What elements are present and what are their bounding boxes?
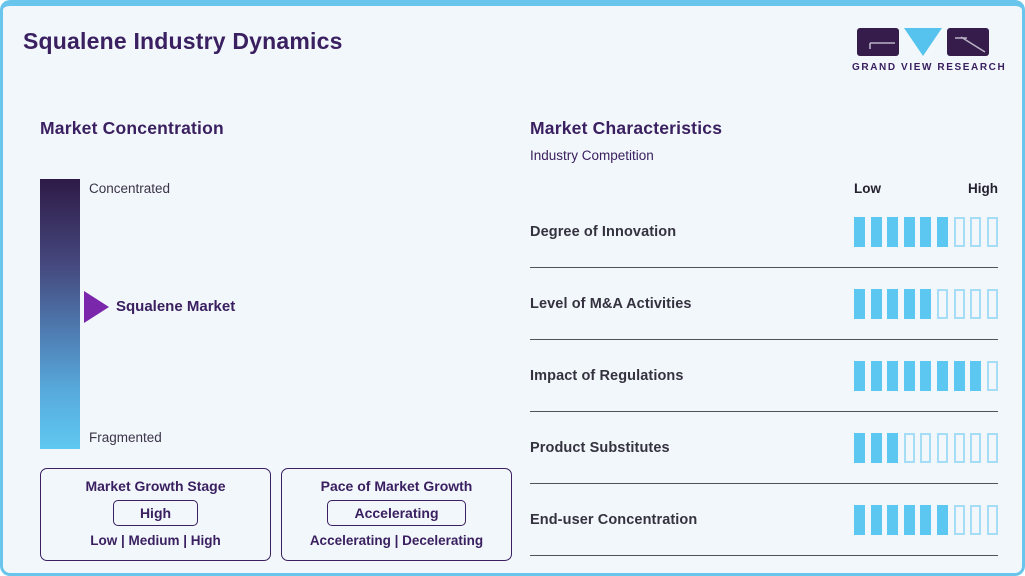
rating-segment [986, 504, 998, 535]
characteristic-row: Impact of Regulations [530, 340, 998, 412]
rating-segment [936, 216, 948, 247]
rating-segment [887, 216, 899, 247]
logo-g-block-icon [857, 28, 899, 56]
rating-segment [854, 216, 865, 247]
industry-competition-subheading: Industry Competition [530, 148, 654, 163]
scale-low-label: Low [854, 181, 881, 196]
rating-segment [986, 432, 998, 463]
rating-bar [854, 504, 998, 535]
growth-pace-value: Accelerating [327, 500, 466, 526]
characteristic-row: Level of M&A Activities [530, 268, 998, 340]
market-concentration-heading: Market Concentration [40, 118, 224, 138]
rating-segment [920, 216, 932, 247]
rating-segment [870, 432, 882, 463]
rating-segment [870, 504, 882, 535]
rating-segment [854, 504, 865, 535]
characteristic-label: Degree of Innovation [530, 223, 677, 240]
rating-scale-header: Low High [854, 181, 998, 196]
rating-segment [854, 288, 865, 319]
rating-segment [887, 360, 899, 391]
logo-v-triangle-icon [904, 28, 942, 56]
growth-pace-title: Pace of Market Growth [320, 478, 473, 494]
rating-segment [903, 360, 915, 391]
characteristic-label: Level of M&A Activities [530, 295, 692, 312]
rating-segment [953, 288, 965, 319]
rating-segment [870, 216, 882, 247]
characteristic-label: End-user Concentration [530, 511, 698, 528]
rating-segment [970, 504, 982, 535]
gvr-logo: GRAND VIEW RESEARCH [852, 28, 1007, 73]
market-position-arrow-icon [84, 291, 109, 323]
characteristic-label: Product Substitutes [530, 439, 670, 456]
rating-segment [936, 504, 948, 535]
rating-segment [986, 288, 998, 319]
scale-high-label: High [968, 181, 998, 196]
growth-pace-options: Accelerating | Decelerating [309, 533, 484, 548]
gvr-logo-mark [852, 28, 994, 58]
rating-segment [936, 288, 948, 319]
rating-segment [887, 288, 899, 319]
rating-segment [920, 504, 932, 535]
rating-segment [970, 360, 982, 391]
rating-segment [986, 360, 998, 391]
concentrated-label: Concentrated [89, 181, 171, 196]
rating-segment [870, 288, 882, 319]
rating-bar [854, 216, 998, 247]
rating-segment [920, 360, 932, 391]
characteristic-row: End-user Concentration [530, 484, 998, 556]
market-growth-stage-box: Market Growth Stage High Low | Medium | … [40, 468, 271, 561]
rating-segment [870, 360, 882, 391]
page-title: Squalene Industry Dynamics [23, 28, 343, 54]
rating-bar [854, 360, 998, 391]
rating-segment [903, 288, 915, 319]
rating-segment [854, 360, 865, 391]
rating-segment [903, 216, 915, 247]
growth-stage-value: High [112, 500, 199, 526]
rating-segment [970, 288, 982, 319]
rating-segment [953, 432, 965, 463]
rating-bar [854, 432, 998, 463]
rating-segment [953, 216, 965, 247]
rating-segment [953, 504, 965, 535]
rating-segment [936, 360, 948, 391]
rating-segment [887, 432, 899, 463]
rating-bar [854, 288, 998, 319]
market-position-label: Squalene Market [116, 298, 236, 315]
fragmented-label: Fragmented [89, 430, 162, 445]
growth-stage-title: Market Growth Stage [85, 478, 226, 494]
characteristic-row: Product Substitutes [530, 412, 998, 484]
rating-segment [970, 432, 982, 463]
characteristic-label: Impact of Regulations [530, 367, 684, 384]
rating-segment [986, 216, 998, 247]
characteristic-row: Degree of Innovation [530, 196, 998, 268]
logo-text: GRAND VIEW RESEARCH [852, 62, 1007, 73]
rating-segment [887, 504, 899, 535]
concentration-gradient-bar [40, 179, 80, 449]
pace-of-market-growth-box: Pace of Market Growth Accelerating Accel… [281, 468, 512, 561]
growth-stage-options: Low | Medium | High [90, 533, 221, 548]
rating-segment [936, 432, 948, 463]
rating-segment [970, 216, 982, 247]
rating-segment [903, 504, 915, 535]
rating-segment [920, 432, 932, 463]
rating-segment [953, 360, 965, 391]
rating-segment [854, 432, 865, 463]
logo-r-block-icon [947, 28, 989, 56]
rating-segment [920, 288, 932, 319]
characteristics-rows: Degree of Innovation Level of M&A Activit… [530, 196, 998, 556]
market-characteristics-heading: Market Characteristics [530, 118, 723, 138]
rating-segment [903, 432, 915, 463]
